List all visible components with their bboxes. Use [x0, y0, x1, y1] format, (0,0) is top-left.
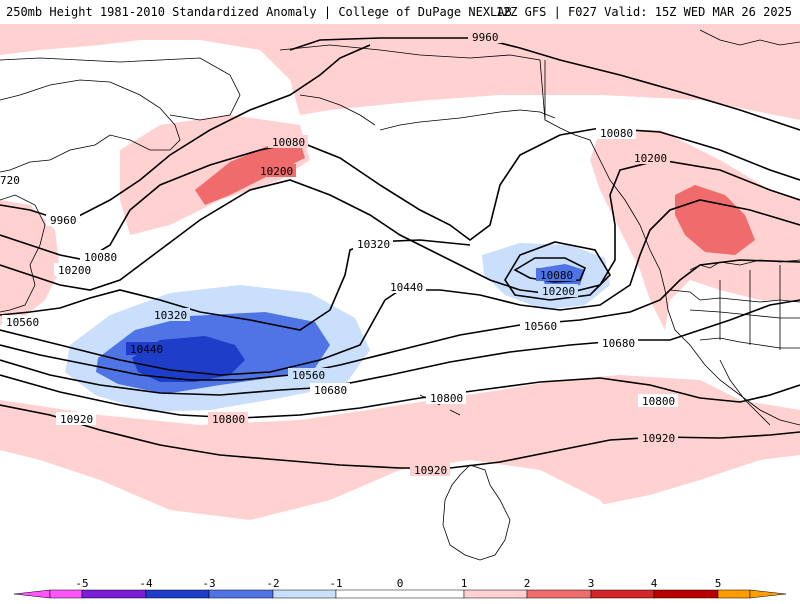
south-neutral-zone — [0, 470, 540, 577]
map-title: 250mb Height 1981-2010 Standardized Anom… — [6, 5, 512, 19]
contour-label-19: 10200 — [634, 152, 667, 165]
contour-label-1: 10080 — [272, 136, 305, 149]
legend-tick-neg3: -3 — [202, 577, 215, 590]
contour-label-14: 10800 — [212, 413, 245, 426]
contour-label-23: 10800 — [642, 395, 675, 408]
contour-label-2: 10200 — [260, 165, 293, 178]
contour-10080-low — [513, 257, 587, 283]
height-contours — [0, 37, 800, 469]
legend-swatch-pos3 — [590, 589, 655, 599]
contour-label-7: 10560 — [6, 316, 39, 329]
map-header: 250mb Height 1981-2010 Standardized Anom… — [0, 0, 800, 24]
legend-swatch-pos5 — [717, 589, 751, 599]
north-pacific-pos-region — [0, 24, 800, 120]
contour-label-15: 10920 — [60, 413, 93, 426]
contour-10200-low — [504, 241, 612, 301]
legend-swatch-pos1 — [463, 589, 528, 599]
model-run-info: 12Z GFS | F027 Valid: 15Z WED MAR 26 202… — [495, 5, 792, 19]
legend-tick-pos4: 4 — [651, 577, 658, 590]
legend-swatch-neg1 — [272, 589, 337, 599]
contour-labels: 9960 10080 10200 720 9960 10080 10200 10… — [0, 30, 678, 477]
legend-tick-labels: -5 -4 -3 -2 -1 0 1 2 3 4 5 — [75, 577, 721, 590]
anomaly-map: 9960 10080 10200 720 9960 10080 10200 10… — [0, 24, 800, 577]
contour-label-4: 9960 — [50, 214, 77, 227]
contour-label-0: 9960 — [472, 31, 499, 44]
contour-label-20: 10560 — [524, 320, 557, 333]
subtropical-pos-region — [0, 375, 800, 577]
legend-color-bar — [13, 589, 787, 599]
anomaly-map-svg: 9960 10080 10200 720 9960 10080 10200 10… — [0, 24, 800, 577]
legend-tick-0: 0 — [397, 577, 404, 590]
aleutian-strong-pos — [195, 142, 305, 205]
contour-label-13: 10680 — [314, 384, 347, 397]
contour-label-6: 10200 — [58, 264, 91, 277]
asia-coast-pos-region — [0, 200, 60, 325]
legend-tick-neg1: -1 — [329, 577, 342, 590]
legend-swatch-neg5 — [49, 589, 83, 599]
arctic-coastline — [699, 29, 800, 46]
contour-10560 — [0, 259, 800, 381]
legend-tick-pos5: 5 — [715, 577, 722, 590]
legend-swatch-neg3 — [145, 589, 210, 599]
legend-tick-neg4: -4 — [139, 577, 153, 590]
contour-label-9: 10440 — [390, 281, 423, 294]
anomaly-color-scale: -5 -4 -3 -2 -1 0 1 2 3 4 5 — [0, 577, 800, 600]
legend-tick-pos2: 2 — [524, 577, 531, 590]
contour-label-21: 10680 — [602, 337, 635, 350]
baja-coastline — [719, 359, 771, 426]
bering-coastline — [299, 94, 376, 126]
contour-label-16: 10080 — [540, 269, 573, 282]
contour-10200 — [0, 159, 800, 296]
north-america-coastline — [279, 44, 800, 426]
us-state-lines-vertical — [719, 265, 781, 350]
contour-label-11: 10440 — [130, 343, 163, 356]
alaska-peninsula-coastline — [379, 109, 556, 131]
australia-coastline — [442, 464, 511, 561]
legend-swatch-neg4 — [81, 589, 147, 599]
contour-label-22: 10800 — [430, 392, 463, 405]
contour-10680 — [0, 299, 800, 396]
contour-9960-north — [289, 37, 800, 131]
us-state-line-1 — [669, 289, 800, 303]
contour-label-25: 10920 — [414, 464, 447, 477]
contour-label-5: 10080 — [84, 251, 117, 264]
legend-swatch-neg2 — [208, 589, 274, 599]
japan-coastline — [0, 194, 46, 313]
legend-tick-pos3: 3 — [588, 577, 595, 590]
legend-swatch-pos4 — [653, 589, 719, 599]
legend-tick-neg5: -5 — [75, 577, 88, 590]
contour-label-17: 10200 — [542, 285, 575, 298]
contour-label-8: 10320 — [357, 238, 390, 251]
legend-arrow-right — [749, 589, 787, 599]
siberia-coastline — [0, 57, 241, 121]
legend-tick-pos1: 1 — [461, 577, 468, 590]
southeast-neutral-zone — [600, 455, 800, 577]
legend-tick-neg2: -2 — [266, 577, 279, 590]
asia-coastline — [0, 79, 181, 173]
contour-label-3: 720 — [0, 174, 20, 187]
contour-10440 — [0, 199, 800, 376]
contour-label-24: 10920 — [642, 432, 675, 445]
contour-label-18: 10080 — [600, 127, 633, 140]
legend-svg: -5 -4 -3 -2 -1 0 1 2 3 4 5 — [0, 577, 800, 600]
legend-swatch-pos2 — [526, 589, 592, 599]
contour-label-12: 10560 — [292, 369, 325, 382]
contour-label-10: 10320 — [154, 309, 187, 322]
legend-swatch-neutral — [335, 589, 465, 599]
neutral-cutouts — [0, 455, 800, 577]
